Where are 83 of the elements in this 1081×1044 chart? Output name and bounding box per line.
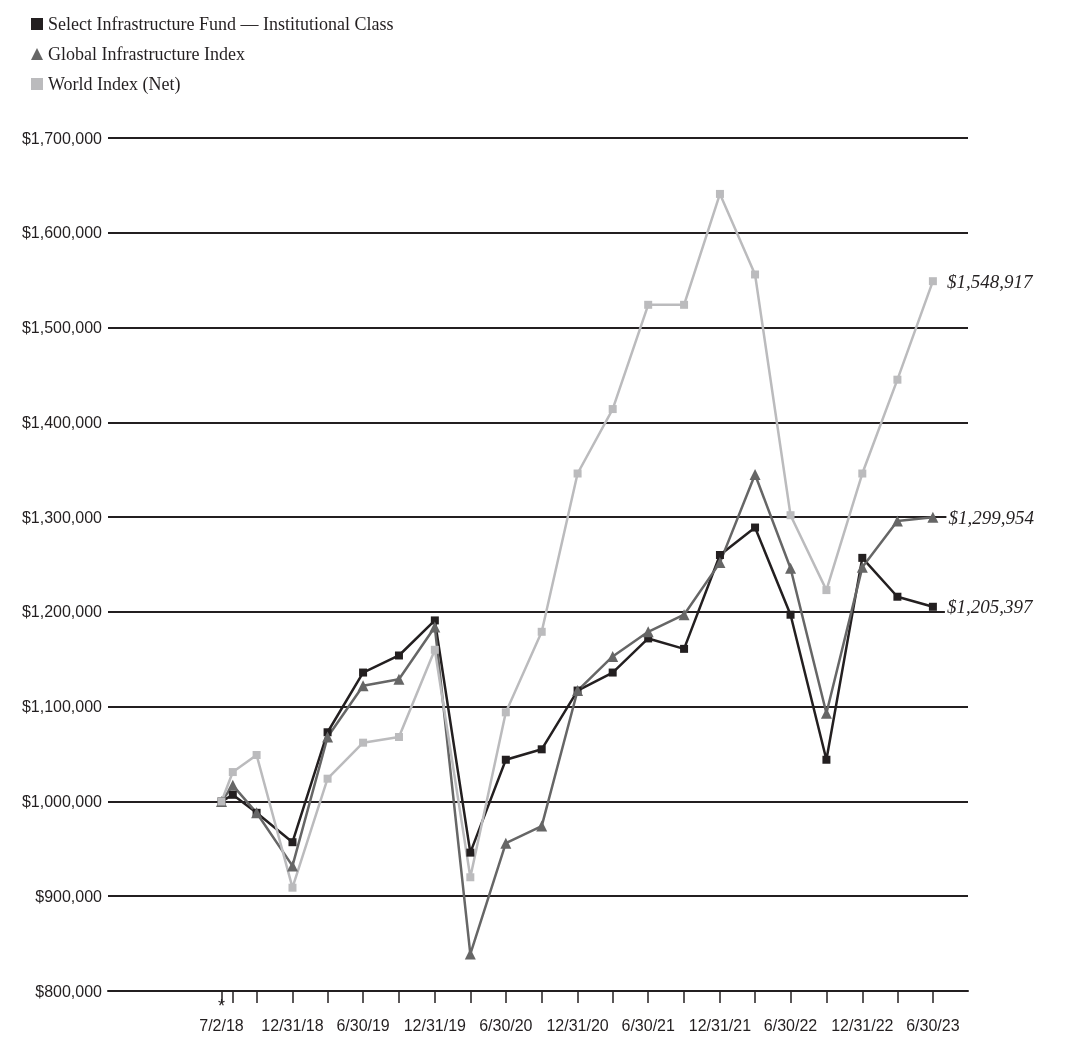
- point: [323, 774, 332, 783]
- text: *: [217, 996, 225, 1016]
- point: [429, 621, 441, 633]
- point: [357, 680, 369, 692]
- point: [642, 626, 654, 638]
- point: [430, 616, 439, 625]
- point: [822, 755, 831, 764]
- point: [286, 860, 298, 872]
- point: [394, 733, 403, 741]
- data-label: $1,299,954: [948, 506, 1035, 528]
- point: [608, 668, 617, 677]
- x-tick-label: 6/30/20: [479, 1016, 533, 1034]
- point: [715, 189, 724, 198]
- x-tick-label: 12/31/20: [546, 1016, 609, 1034]
- data-label: $1,205,397: [946, 596, 1034, 618]
- y-tick-label: $1,300,000: [21, 508, 103, 526]
- y-tick-label: $1,400,000: [21, 413, 103, 431]
- point: [927, 511, 939, 523]
- x-tick-label: 6/30/22: [763, 1016, 818, 1034]
- point: [786, 511, 795, 520]
- x-tick-label: 7/2/18: [199, 1016, 244, 1034]
- point: [501, 755, 510, 764]
- point: [928, 277, 937, 286]
- point: [288, 838, 297, 847]
- x-tick-label: 6/30/19: [336, 1016, 390, 1034]
- point: [537, 745, 546, 754]
- x-tick-label: 12/31/19: [403, 1016, 467, 1034]
- point: [893, 592, 902, 601]
- point: [228, 768, 237, 777]
- point: [751, 270, 760, 279]
- legend-label: World Index (Net): [48, 74, 181, 95]
- point: [227, 779, 239, 791]
- point: [573, 469, 582, 478]
- point: [715, 551, 724, 560]
- point: [466, 873, 475, 882]
- point: [786, 610, 795, 619]
- point: [680, 300, 689, 309]
- point: [858, 553, 867, 562]
- x-tick-label: 12/31/18: [261, 1016, 324, 1034]
- point: [714, 557, 726, 569]
- legend-label: Global Infrastructure Index: [48, 44, 245, 64]
- point: [394, 651, 403, 660]
- data-label: $1,548,917: [946, 270, 1034, 292]
- point: [608, 405, 617, 414]
- point: [751, 523, 760, 532]
- point: [856, 561, 868, 573]
- legend-label: Select Infrastructure Fund — Institutional Class: [48, 14, 394, 34]
- point: [252, 751, 261, 759]
- point: [288, 883, 297, 892]
- point: [359, 668, 368, 677]
- point: [466, 848, 475, 857]
- point: [644, 300, 653, 309]
- point: [678, 609, 690, 621]
- point: [607, 650, 619, 662]
- point: [393, 673, 405, 685]
- y-tick-label: $1,700,000: [21, 129, 103, 147]
- x-tick-label: 12/31/22: [831, 1016, 894, 1034]
- point: [430, 645, 439, 654]
- x-tick-label: 6/30/21: [621, 1016, 675, 1034]
- point: [501, 708, 510, 717]
- point: [928, 602, 937, 611]
- point: [536, 820, 548, 832]
- point: [891, 515, 903, 527]
- x-tick-label: 12/31/21: [688, 1016, 752, 1034]
- y-tick-label: $1,500,000: [21, 319, 103, 337]
- point: [858, 469, 867, 478]
- point: [893, 375, 902, 384]
- y-tick-label: $1,600,000: [21, 224, 103, 242]
- y-tick-label: $800,000: [35, 982, 103, 1000]
- x-tick-label: 6/30/23: [906, 1016, 960, 1034]
- point: [537, 627, 546, 636]
- point: [822, 586, 831, 595]
- point: [785, 562, 797, 574]
- point: [680, 644, 689, 653]
- point: [749, 468, 761, 480]
- y-tick-label: $1,000,000: [21, 792, 103, 810]
- y-tick-label: $1,200,000: [21, 603, 103, 621]
- point: [228, 790, 237, 799]
- y-tick-label: $1,100,000: [21, 698, 103, 716]
- y-tick-label: $900,000: [35, 887, 103, 905]
- point: [500, 837, 512, 849]
- point: [322, 731, 334, 743]
- point: [359, 738, 368, 747]
